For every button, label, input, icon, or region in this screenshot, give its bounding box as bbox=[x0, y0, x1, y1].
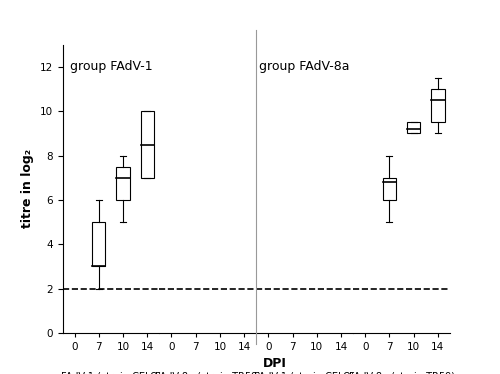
Text: group FAdV-8a: group FAdV-8a bbox=[260, 60, 350, 73]
X-axis label: FAdV-8a (strain TR59): FAdV-8a (strain TR59) bbox=[348, 371, 455, 374]
Bar bbox=[140, 111, 154, 178]
Bar bbox=[431, 89, 444, 122]
X-axis label: FAdV-8a (strain TR59): FAdV-8a (strain TR59) bbox=[155, 371, 261, 374]
Bar bbox=[407, 122, 420, 134]
Text: group FAdV-1: group FAdV-1 bbox=[70, 60, 152, 73]
X-axis label: FAdV-1 (strain CELO): FAdV-1 (strain CELO) bbox=[254, 371, 355, 374]
X-axis label: FAdV-1 (strain CELO): FAdV-1 (strain CELO) bbox=[60, 371, 161, 374]
Bar bbox=[383, 178, 396, 200]
Text: DPI: DPI bbox=[263, 357, 287, 370]
Y-axis label: titre in log₂: titre in log₂ bbox=[21, 149, 34, 229]
Bar bbox=[92, 222, 106, 266]
Bar bbox=[116, 167, 130, 200]
